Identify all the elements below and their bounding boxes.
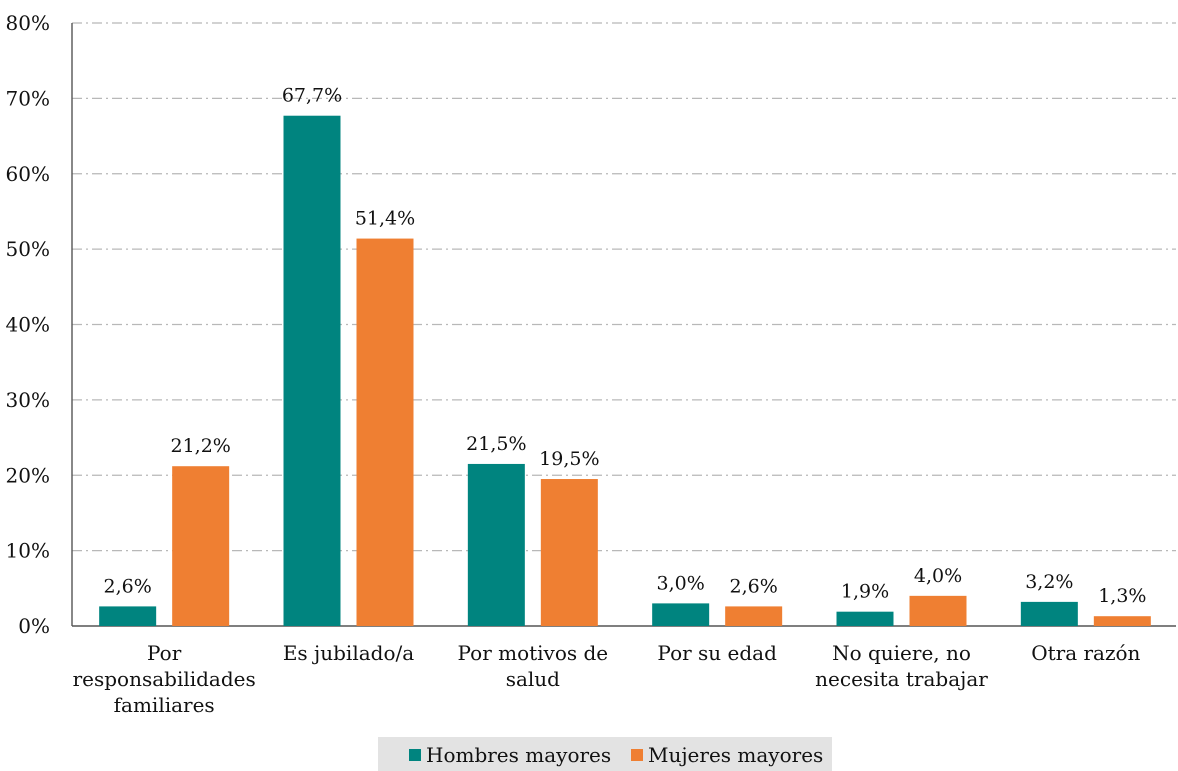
category-label: Por motivos de bbox=[458, 641, 609, 665]
legend: Hombres mayores Mujeres mayores bbox=[378, 737, 832, 771]
bars bbox=[99, 115, 1151, 627]
bar-hombres bbox=[467, 463, 525, 626]
bar-mujeres bbox=[540, 479, 598, 626]
bar-hombres bbox=[1020, 601, 1078, 626]
legend-box bbox=[378, 737, 832, 771]
category-label: responsabilidades bbox=[73, 667, 256, 691]
y-tick-label: 40% bbox=[6, 313, 50, 337]
category-label: Por su edad bbox=[657, 641, 777, 665]
y-tick-label: 0% bbox=[18, 614, 50, 638]
gridlines bbox=[72, 22, 1176, 552]
data-label: 19,5% bbox=[539, 448, 599, 470]
y-tick-label: 50% bbox=[6, 237, 50, 261]
category-label: salud bbox=[506, 667, 560, 691]
bar-hombres bbox=[99, 606, 157, 626]
bar-mujeres bbox=[909, 595, 967, 626]
legend-swatch bbox=[409, 749, 421, 761]
category-label: necesita trabajar bbox=[815, 667, 988, 691]
axes: 0% 10% 20% 30% 40% 50% 60% 70% 80% bbox=[6, 11, 1176, 638]
category-label: familiares bbox=[114, 693, 215, 717]
bar-hombres bbox=[652, 603, 710, 626]
data-label: 67,7% bbox=[282, 85, 342, 107]
data-label: 1,9% bbox=[841, 581, 889, 603]
y-tick-label: 80% bbox=[6, 11, 50, 35]
data-label: 4,0% bbox=[914, 565, 962, 587]
legend-label: Mujeres mayores bbox=[648, 743, 823, 767]
data-label: 51,4% bbox=[355, 208, 415, 230]
legend-swatch bbox=[631, 749, 643, 761]
legend-label: Hombres mayores bbox=[426, 743, 611, 767]
category-label: Es jubilado/a bbox=[283, 641, 414, 665]
bar-mujeres bbox=[725, 606, 783, 626]
y-tick-label: 70% bbox=[6, 86, 50, 110]
y-tick-label: 20% bbox=[6, 463, 50, 487]
data-label: 2,6% bbox=[730, 575, 778, 597]
data-label: 3,0% bbox=[657, 572, 705, 594]
data-label: 21,5% bbox=[466, 433, 526, 455]
data-label: 3,2% bbox=[1025, 571, 1073, 593]
category-label: Otra razón bbox=[1031, 641, 1140, 665]
bar-hombres bbox=[283, 115, 341, 627]
data-labels: 2,6% 21,2% 67,7% 51,4% 21,5% 19,5% 3,0% 2,6% 1,9… bbox=[104, 85, 1147, 607]
bar-mujeres bbox=[1093, 616, 1151, 626]
bar-mujeres bbox=[172, 466, 230, 626]
y-tick-label: 30% bbox=[6, 388, 50, 412]
data-label: 21,2% bbox=[170, 435, 230, 457]
data-label: 1,3% bbox=[1098, 585, 1146, 607]
bar-mujeres bbox=[356, 238, 414, 626]
category-label: No quiere, no bbox=[832, 641, 971, 665]
category-label: Por bbox=[147, 641, 182, 665]
y-tick-label: 60% bbox=[6, 162, 50, 186]
y-tick-label: 10% bbox=[6, 539, 50, 563]
data-label: 2,6% bbox=[104, 575, 152, 597]
bar-hombres bbox=[836, 611, 894, 626]
